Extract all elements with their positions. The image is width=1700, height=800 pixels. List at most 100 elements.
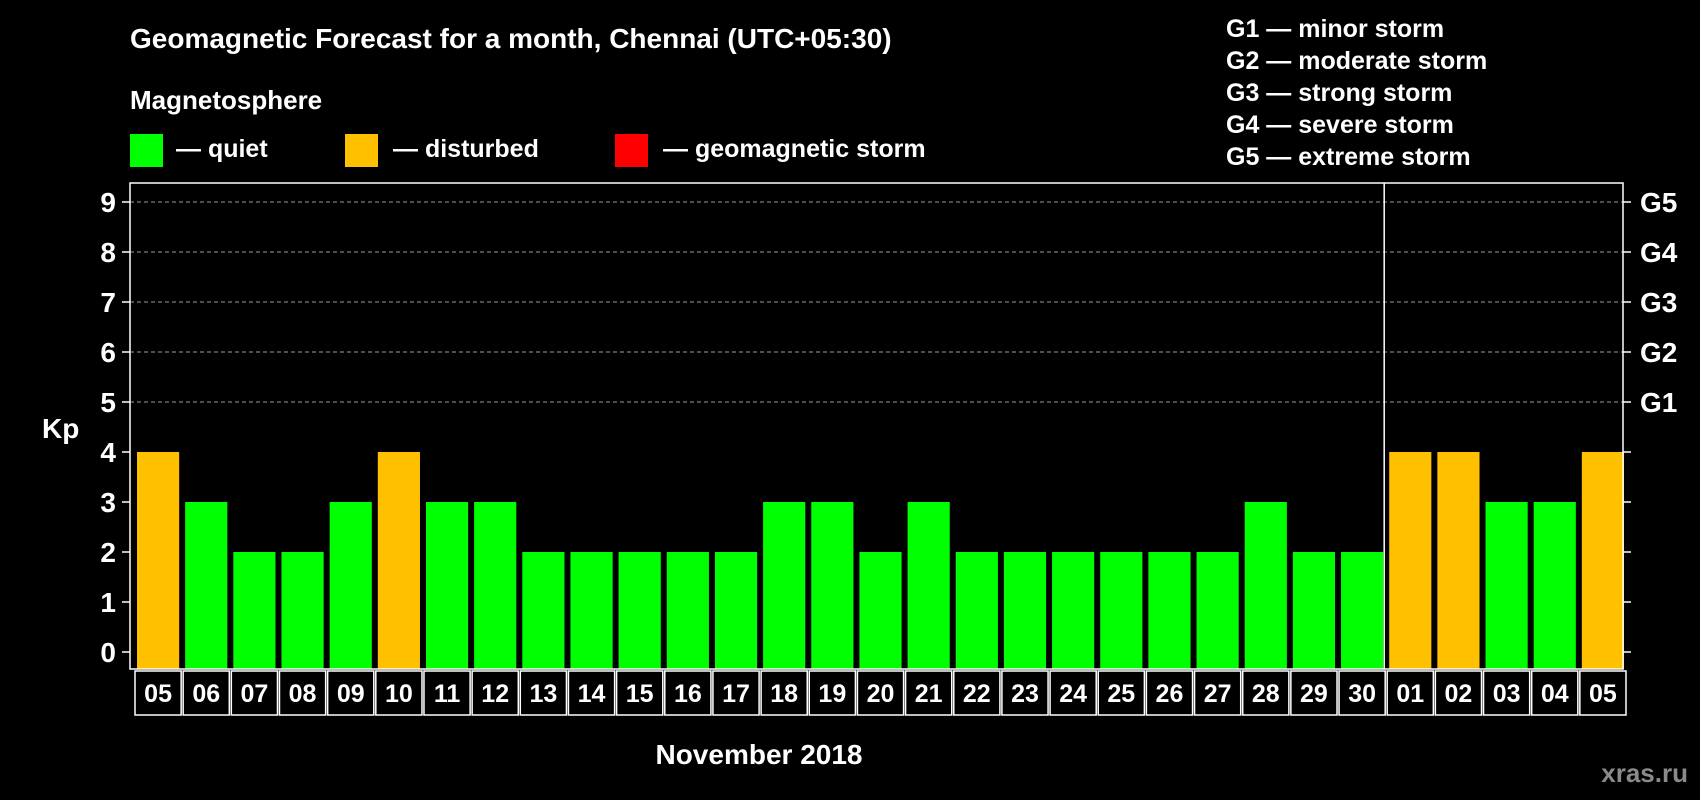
- day-cell: [712, 670, 760, 716]
- bar: [233, 552, 276, 669]
- y-tick-label: 3: [100, 487, 116, 518]
- day-label: 01: [1396, 680, 1424, 708]
- day-cell: [1241, 670, 1290, 716]
- day-label: 03: [1493, 680, 1521, 708]
- bar: [907, 502, 950, 669]
- day-cell: [615, 670, 664, 716]
- day-label: 14: [578, 680, 606, 708]
- day-cell: [278, 670, 327, 716]
- day-cell: [1097, 670, 1146, 716]
- day-label: 09: [337, 680, 365, 708]
- day-cell: [423, 670, 471, 716]
- day-cell: [134, 670, 182, 716]
- y-axis-ticks: 0 1 2 3 4 5 6 7 8 9: [100, 187, 130, 668]
- day-label: 16: [674, 680, 702, 708]
- bar: [1437, 452, 1480, 669]
- day-cell: [1434, 670, 1483, 716]
- day-cell: [856, 670, 905, 716]
- bar: [666, 552, 709, 669]
- day-label: 23: [1011, 680, 1039, 708]
- bar: [955, 552, 998, 669]
- day-cell: [230, 670, 279, 716]
- day-cell: [760, 670, 809, 716]
- y-tick-label: 4: [100, 437, 116, 468]
- storm-scale-g5: G5 — extreme storm: [1226, 143, 1471, 171]
- day-label: 29: [1300, 680, 1328, 708]
- storm-scale-g2: G2 — moderate storm: [1226, 47, 1487, 75]
- y-tick-label: 9: [100, 187, 116, 218]
- day-cell: [1193, 670, 1242, 716]
- bar: [1581, 452, 1624, 669]
- bar: [425, 502, 469, 669]
- storm-tick-label: G3: [1640, 287, 1677, 318]
- day-label: 24: [1059, 680, 1087, 708]
- legend-title: Magnetosphere: [130, 85, 322, 115]
- bar: [1485, 502, 1528, 669]
- bar: [185, 502, 228, 669]
- day-label: 27: [1204, 680, 1232, 708]
- day-label: 04: [1541, 680, 1569, 708]
- day-cell: [375, 670, 423, 716]
- day-label: 17: [722, 680, 750, 708]
- y-tick-label: 2: [100, 537, 116, 568]
- bar: [1148, 552, 1191, 669]
- day-label: 18: [770, 680, 798, 708]
- bar: [377, 452, 420, 669]
- bar: [137, 452, 180, 669]
- day-cell: [1338, 670, 1386, 716]
- day-cell: [904, 670, 953, 716]
- y-tick-label: 1: [100, 587, 116, 618]
- day-cell: [326, 670, 375, 716]
- legend-quiet-swatch: [130, 134, 163, 167]
- storm-scale-g3: G3 — strong storm: [1226, 79, 1452, 107]
- x-axis-label: November 2018: [655, 739, 862, 770]
- bar: [1389, 452, 1432, 669]
- day-labels: 05 06 07 08 09 10 11 12 13 14 15 16 17 18 19 20 21 22 23 24…: [134, 670, 1627, 716]
- day-cell: [1482, 670, 1531, 716]
- gridlines: [130, 201, 1623, 403]
- bar: [811, 502, 854, 669]
- storm-tick-label: G5: [1640, 187, 1677, 218]
- y-tick-label: 0: [100, 637, 116, 668]
- bar: [329, 502, 372, 669]
- watermark: xras.ru: [1601, 758, 1688, 788]
- bar: [1052, 552, 1095, 669]
- legend-disturbed-label: — disturbed: [393, 135, 539, 163]
- day-cell: [808, 670, 857, 716]
- legend-storm-label: — geomagnetic storm: [663, 135, 926, 163]
- day-cell: [1530, 670, 1579, 716]
- day-cell: [182, 670, 231, 716]
- bar: [618, 552, 661, 669]
- day-cell: [1386, 670, 1435, 716]
- day-label: 07: [240, 680, 268, 708]
- chart-title: Geomagnetic Forecast for a month, Chenna…: [130, 23, 892, 54]
- day-label: 26: [1156, 680, 1184, 708]
- storm-tick-label: G4: [1640, 237, 1678, 268]
- day-label: 11: [434, 680, 461, 708]
- day-cell: [1290, 670, 1338, 716]
- y-tick-label: 7: [100, 287, 116, 318]
- bar: [763, 502, 806, 669]
- bar: [474, 502, 517, 669]
- bar: [714, 552, 758, 669]
- day-cell: [567, 670, 616, 716]
- bar: [1244, 502, 1287, 669]
- storm-scale-g1: G1 — minor storm: [1226, 15, 1444, 43]
- day-label: 05: [1589, 680, 1617, 708]
- day-label: 15: [626, 680, 654, 708]
- storm-tick-label: G1: [1640, 387, 1677, 418]
- day-label: 25: [1107, 680, 1135, 708]
- legend-storm-swatch: [615, 134, 648, 167]
- day-label: 28: [1252, 680, 1280, 708]
- day-cell: [664, 670, 712, 716]
- day-cell: [1579, 670, 1627, 716]
- legend-disturbed-swatch: [345, 134, 378, 167]
- y-tick-label: 6: [100, 337, 116, 368]
- bar: [859, 552, 902, 669]
- day-cell: [1049, 670, 1097, 716]
- bar: [1100, 552, 1143, 669]
- day-cell: [471, 670, 520, 716]
- storm-tick-label: G2: [1640, 337, 1677, 368]
- y-axis-label: Kp: [42, 413, 79, 444]
